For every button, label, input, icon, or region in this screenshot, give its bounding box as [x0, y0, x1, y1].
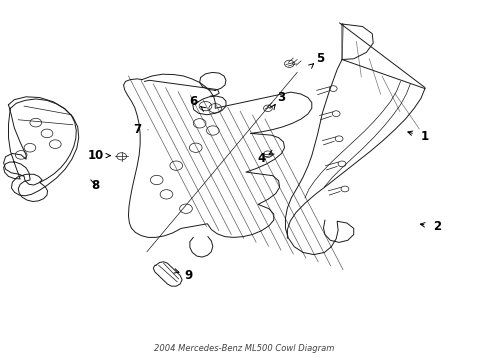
Text: 9: 9 — [184, 269, 192, 282]
Text: 5: 5 — [315, 51, 324, 64]
Text: 2: 2 — [432, 220, 440, 233]
Text: 6: 6 — [189, 95, 197, 108]
Text: 7: 7 — [133, 123, 141, 136]
Text: 8: 8 — [91, 179, 100, 192]
Text: 4: 4 — [257, 152, 265, 165]
Text: 1: 1 — [420, 130, 428, 144]
Text: 3: 3 — [276, 91, 285, 104]
Text: 2004 Mercedes-Benz ML500 Cowl Diagram: 2004 Mercedes-Benz ML500 Cowl Diagram — [154, 344, 334, 353]
Text: 10: 10 — [87, 149, 103, 162]
